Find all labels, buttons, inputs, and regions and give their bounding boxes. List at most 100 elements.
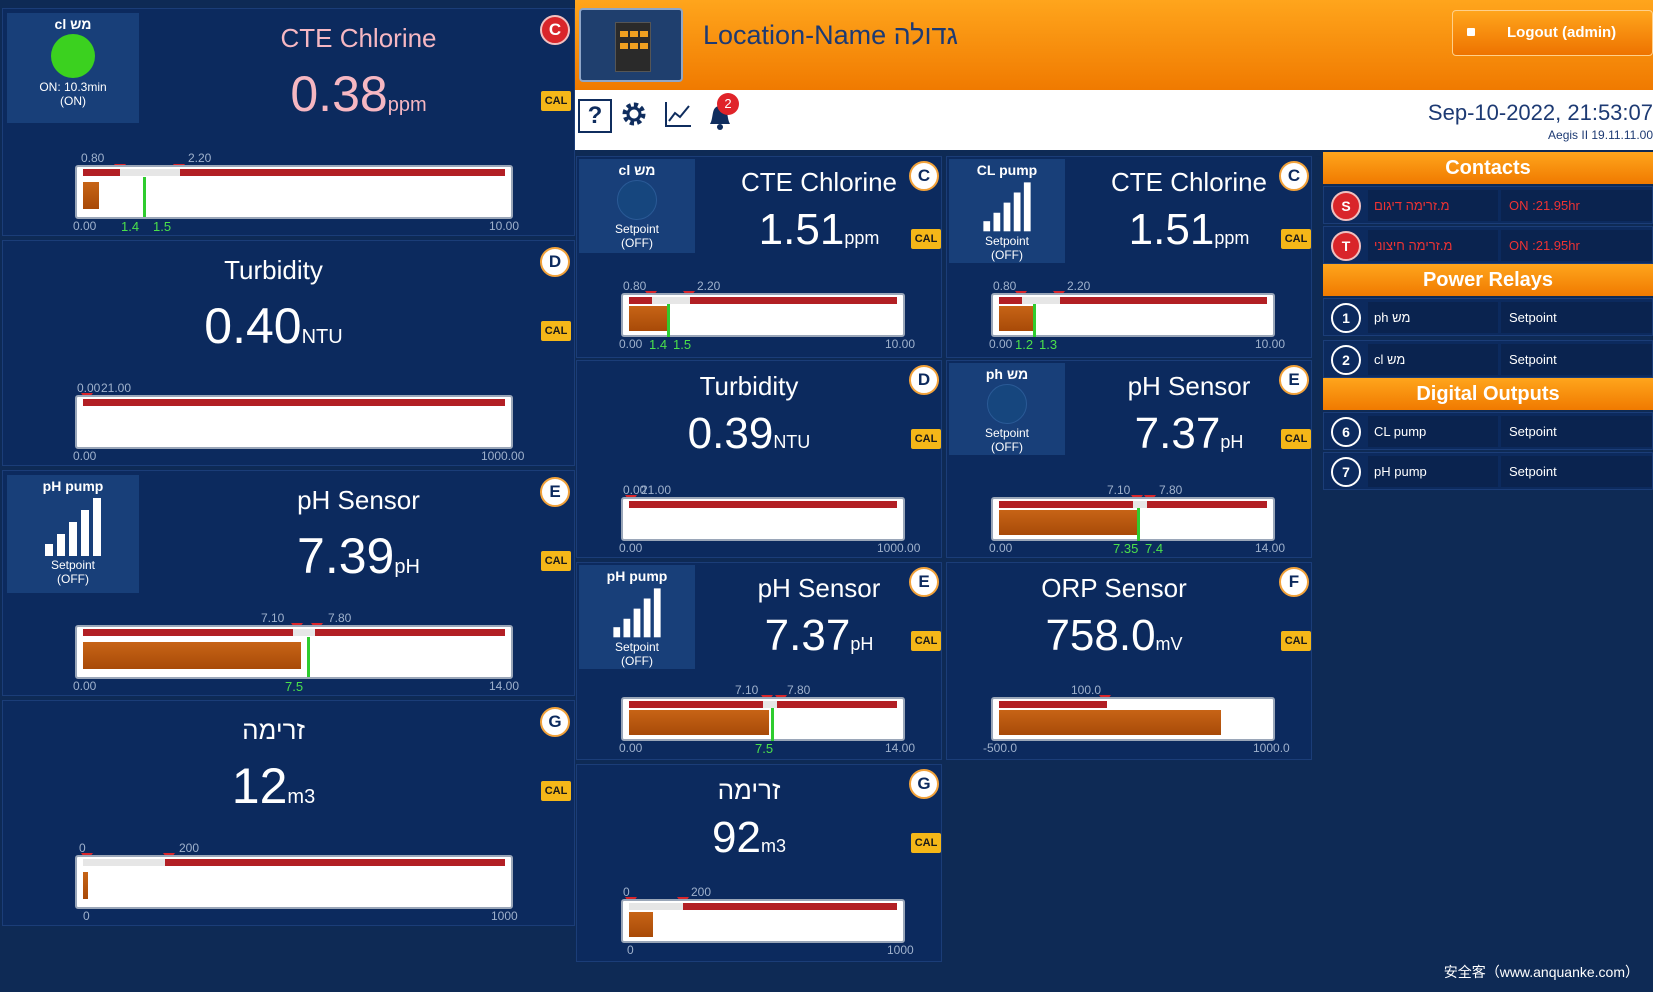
panel-value: 7.37pH [1067,409,1311,459]
value-number: 7.37 [1134,409,1221,458]
value-unit: ppm [387,94,427,116]
output-row-7[interactable]: 7 pH pump Setpoint [1323,452,1653,490]
bar-max-label: 14.00 [489,679,520,693]
relay-row-1[interactable]: 1 ph מש Setpoint [1323,298,1653,336]
settings-button[interactable] [617,99,651,133]
cal-button[interactable]: CAL [911,631,941,651]
device-box[interactable]: pH pump Setpoint (OFF) [7,475,139,593]
sensor-badge[interactable]: C [909,161,939,191]
sensor-badge[interactable]: G [909,769,939,799]
high-setpoint-label: 21.00 [641,483,672,497]
output-row-6[interactable]: 6 CL pump Setpoint [1323,412,1653,450]
contact-name: מ.זרימה חיצוני [1368,230,1498,261]
status-led-icon [51,34,95,78]
sensor-badge[interactable]: D [540,247,570,277]
sensor-badge[interactable]: G [540,707,570,737]
low-setpoint-label: 7.10 [261,611,285,625]
contact-row-s[interactable]: S מ.זרימה דיגום ON :21.95hr [1323,186,1653,224]
bar-min-label: 0.00 [73,679,97,693]
cal-button[interactable]: CAL [1281,631,1311,651]
contact-row-t[interactable]: T מ.זרימה חיצוני ON :21.95hr [1323,226,1653,264]
controller-logo [579,8,683,82]
cal-button[interactable]: CAL [541,321,571,341]
panel-title: pH Sensor [1127,371,1251,401]
sensor-badge[interactable]: E [909,567,939,597]
device-state: Setpoint [614,222,660,236]
panel-title: CTE Chlorine [280,23,437,53]
high-setpoint-label: 2.20 [1067,279,1091,293]
device-box[interactable]: cl מש ON: 10.3min (ON) [7,13,139,123]
device-box[interactable]: ph מש Setpoint (OFF) [949,363,1065,455]
bar-max-label: 1000.00 [481,449,525,463]
panel-title: Turbidity [224,255,323,285]
bar-min-label: 0.00 [989,541,1013,555]
cal-button[interactable]: CAL [911,429,941,449]
relay-id: 2 [1331,345,1361,375]
device-state: Setpoint [984,234,1030,248]
cal-button[interactable]: CAL [911,229,941,249]
bar-fill [999,510,1139,535]
device-box[interactable]: pH pump Setpoint (OFF) [579,565,695,669]
device-state2: (OFF) [621,654,653,668]
cal-button[interactable]: CAL [1281,229,1311,249]
relay-name: cl מש [1368,344,1498,375]
panel-value: 758.0mV [947,611,1281,661]
device-box[interactable]: cl מש Setpoint (OFF) [579,159,695,253]
range-bar [991,293,1275,337]
panel-value: 0.39NTU [577,409,921,459]
low-setpoint-label: 0.80 [81,151,105,165]
output-id: 7 [1331,457,1361,487]
alarm-button[interactable]: 2 [703,93,739,133]
relay-row-2[interactable]: 2 cl מש Setpoint [1323,340,1653,378]
panel-value: 7.37pH [697,611,941,661]
value-number: 0.38 [290,66,388,122]
logout-button[interactable]: Logout (admin) [1452,10,1653,56]
bar-max-label: 1000.0 [1253,741,1290,755]
value-unit: pH [1220,432,1244,452]
relay-name: ph מש [1368,302,1498,333]
device-box[interactable]: CL pump Setpoint (OFF) [949,159,1065,263]
help-button[interactable]: ? [578,99,612,133]
digital-outputs-header: Digital Outputs [1323,378,1653,410]
value-number: 92 [712,813,761,862]
contact-status: ON :21.95hr [1501,230,1652,261]
bar-min-label: 0.00 [619,337,643,351]
bar-fill [83,182,99,209]
value-number: 0.39 [687,409,774,458]
cal-button[interactable]: CAL [541,781,571,801]
device-state: ON: 10.3min [39,80,107,94]
sensor-badge[interactable]: D [909,365,939,395]
range-bar [75,395,513,449]
cal-button[interactable]: CAL [541,91,571,111]
value-needle [667,304,670,337]
value-needle [1137,508,1140,541]
value-unit: ppm [1214,228,1250,248]
sensor-badge[interactable]: C [1279,161,1309,191]
bar-min-label: 0.00 [619,541,643,555]
device-name: ph מש [985,366,1029,382]
bar-fill [629,306,667,331]
left-panel-chlorine: cl מש ON: 10.3min (ON) CTE Chlorine 0.38… [2,8,575,236]
low-setpoint-label: 0.80 [623,279,647,293]
low-setpoint-label: 0 [623,885,630,899]
device-state: Setpoint [984,426,1030,440]
sensor-badge[interactable]: C [540,15,570,45]
value-number: 7.37 [764,611,851,660]
sensor-badge[interactable]: E [540,477,570,507]
cal-button[interactable]: CAL [541,551,571,571]
sensor-badge[interactable]: F [1279,567,1309,597]
range-bar [75,855,513,909]
bar-min-label: 0.00 [619,741,643,755]
output-status: Setpoint [1501,456,1652,487]
high-setpoint-label: 7.80 [787,683,811,697]
cal-button[interactable]: CAL [911,833,941,853]
version-label: Aegis II 19.11.11.00 [1548,128,1653,142]
value-unit: mV [1155,634,1183,654]
sensor-badge[interactable]: E [1279,365,1309,395]
device-state: Setpoint [614,640,660,654]
panel-title: זרימה [242,715,305,745]
trend-button[interactable] [661,99,695,133]
needle-label-2: 1.5 [673,337,692,352]
device-state2: (OFF) [57,572,89,586]
cal-button[interactable]: CAL [1281,429,1311,449]
